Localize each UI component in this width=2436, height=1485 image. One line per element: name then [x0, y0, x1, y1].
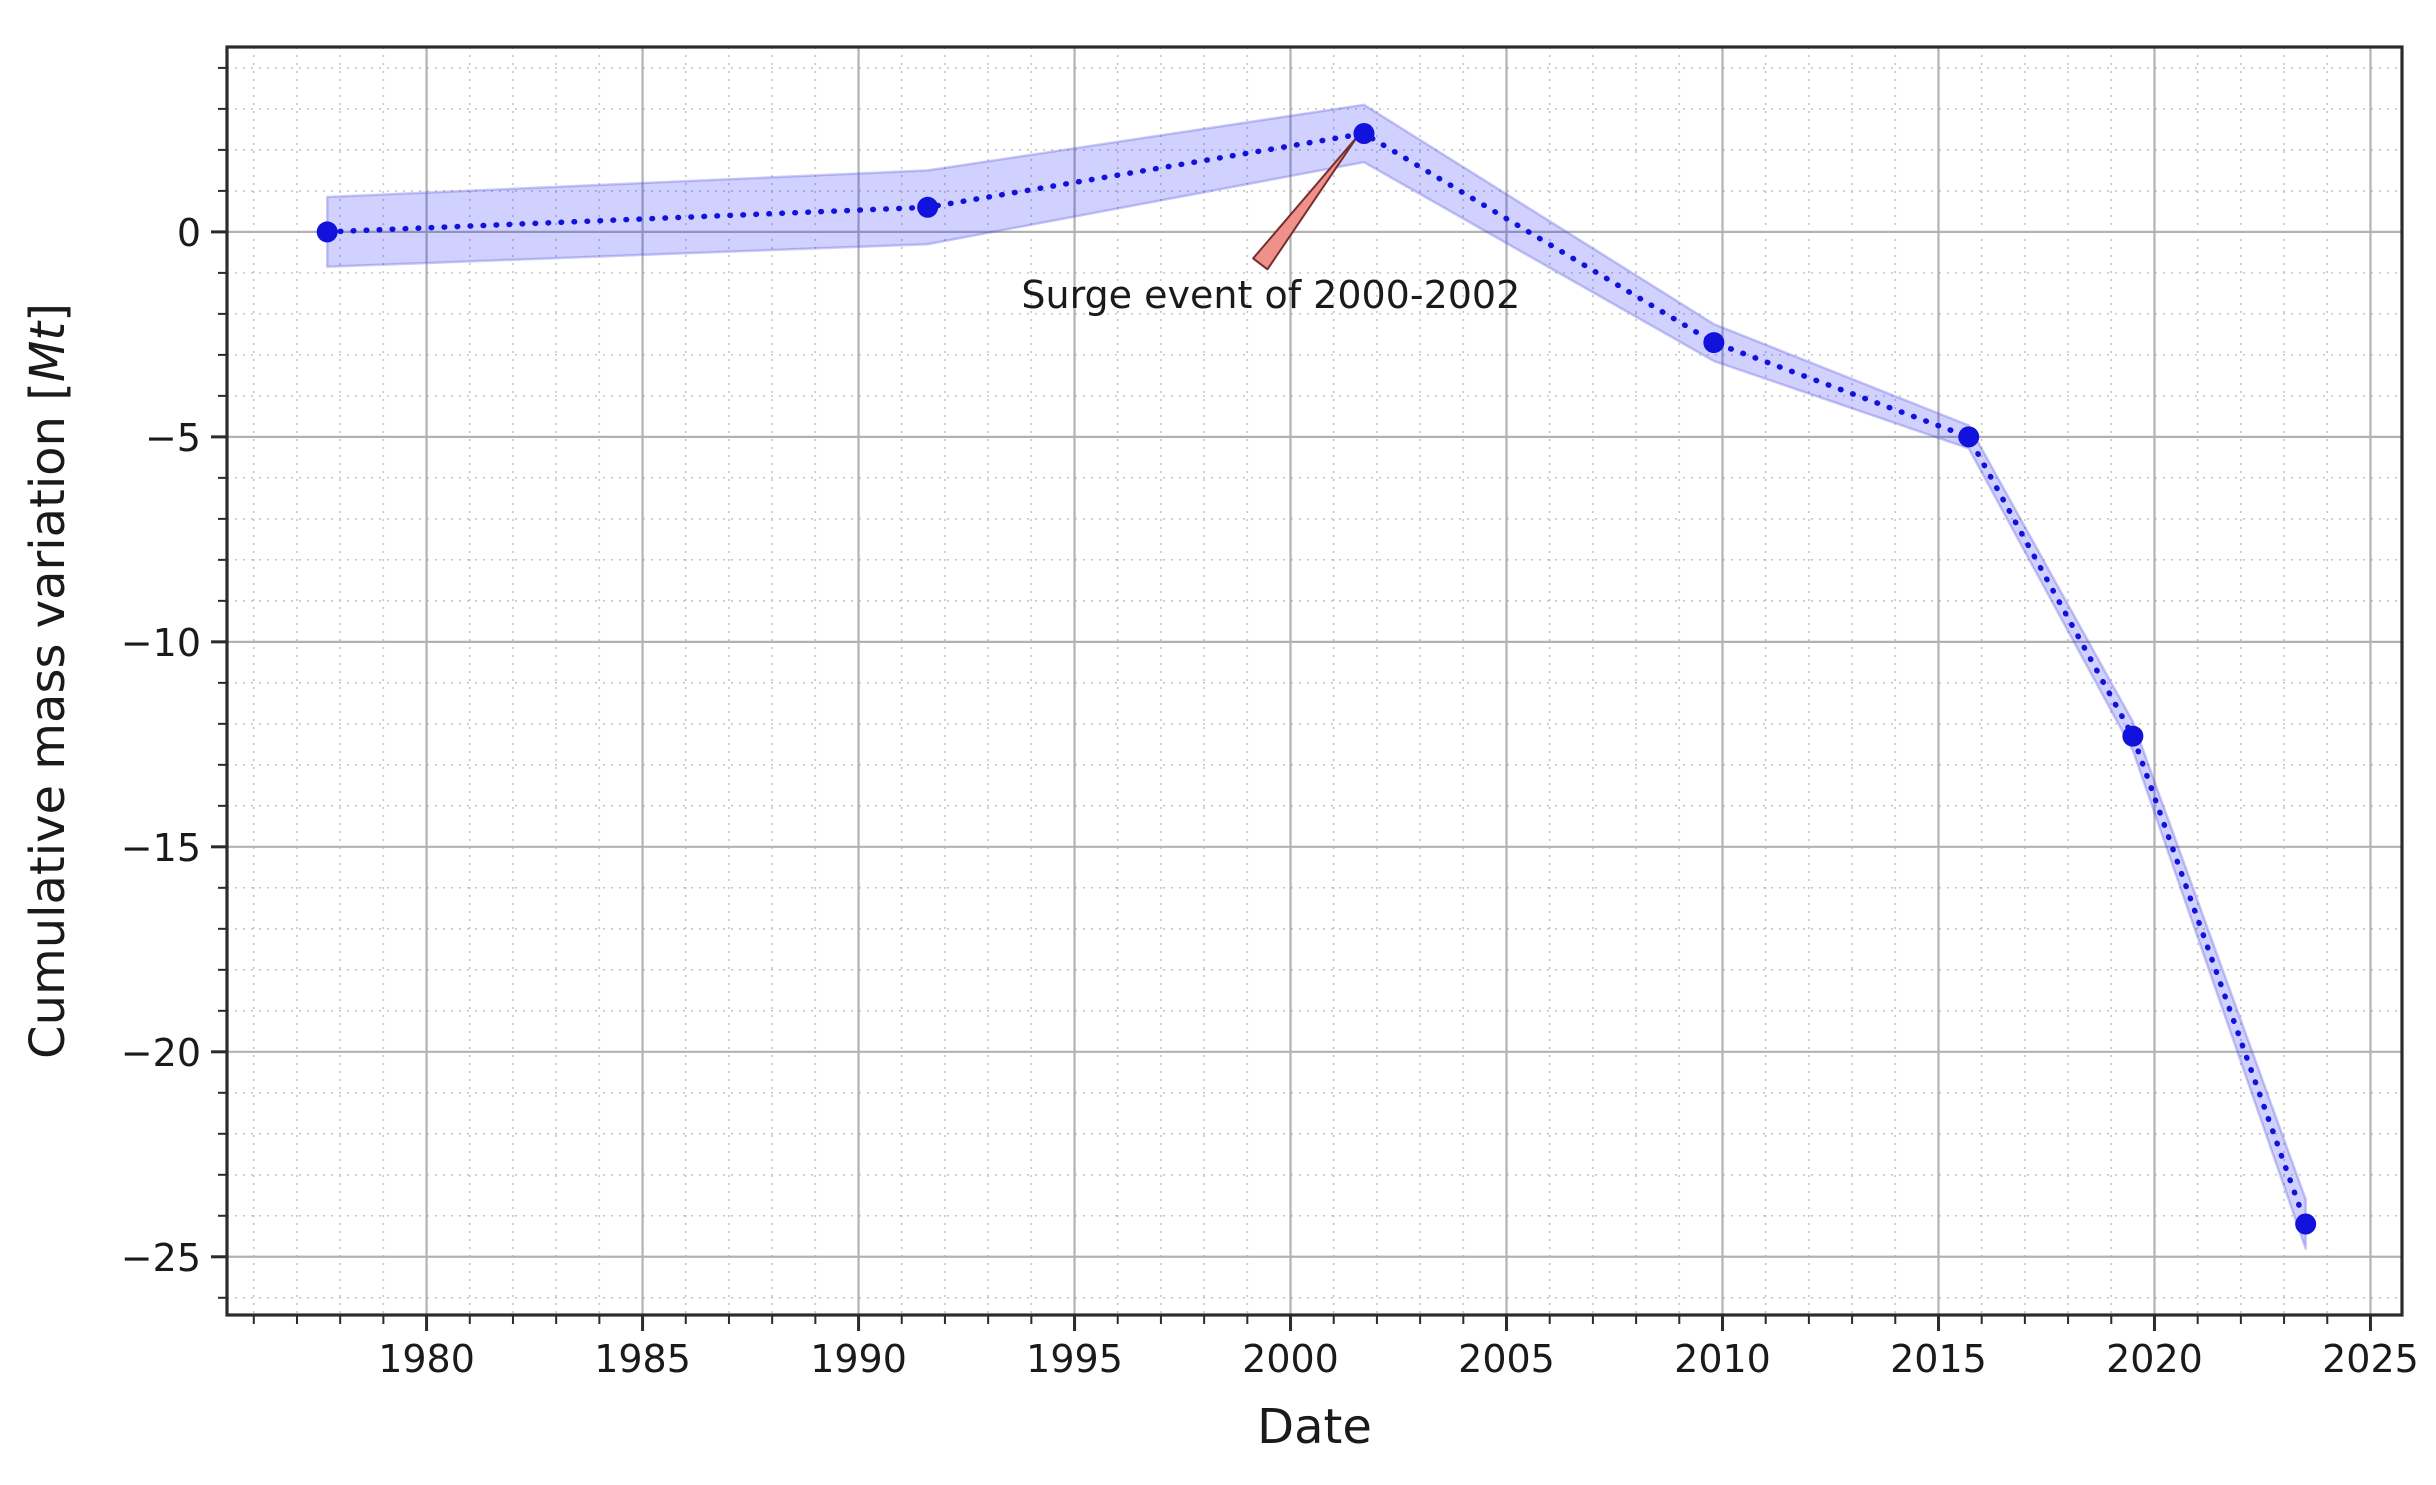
x-tick-label: 2010: [1674, 1337, 1771, 1381]
x-tick-label: 1995: [1026, 1337, 1123, 1381]
x-tick-label: 2025: [2322, 1337, 2419, 1381]
major-grid: [227, 47, 2402, 1315]
x-tick-label: 2020: [2106, 1337, 2203, 1381]
y-tick-label: −25: [121, 1236, 201, 1280]
x-axis-title: Date: [1257, 1399, 1372, 1455]
x-tick-label: 1990: [810, 1337, 907, 1381]
x-tick-label: 1985: [594, 1337, 691, 1381]
y-axis-title: Cumulative mass variation [Mt]: [20, 303, 76, 1059]
data-point-marker: [1958, 426, 1980, 448]
data-point-marker: [1353, 123, 1375, 145]
data-points: [316, 123, 2317, 1235]
plot-border: [225, 45, 2404, 1317]
data-point-marker: [2122, 725, 2144, 747]
x-tick-label: 2015: [1890, 1337, 1987, 1381]
axis-ticks: [211, 66, 2372, 1331]
uncertainty-band: [325, 103, 2307, 1250]
y-tick-label: −5: [145, 416, 201, 460]
data-point-marker: [316, 221, 338, 243]
data-point-marker: [917, 196, 939, 218]
x-tick-labels: 1980 1985 1990 1995 2000 2005 2010 2015 2020 2025: [378, 1337, 2419, 1381]
y-tick-label: −15: [121, 826, 201, 870]
x-tick-label: 2000: [1242, 1337, 1339, 1381]
y-tick-label: −10: [121, 621, 201, 665]
minor-grid: [227, 47, 2402, 1315]
y-tick-label: −20: [121, 1031, 201, 1075]
x-tick-label: 1980: [378, 1337, 475, 1381]
data-point-marker: [1703, 332, 1725, 354]
data-point-marker: [2295, 1213, 2317, 1235]
y-tick-label: 0: [177, 211, 201, 255]
annotation-arrow: [1252, 135, 1359, 271]
x-tick-label: 2005: [1458, 1337, 1555, 1381]
y-tick-labels: 0 −5 −10 −15 −20 −25: [121, 211, 201, 1280]
annotation-text: Surge event of 2000-2002: [1021, 273, 1520, 317]
